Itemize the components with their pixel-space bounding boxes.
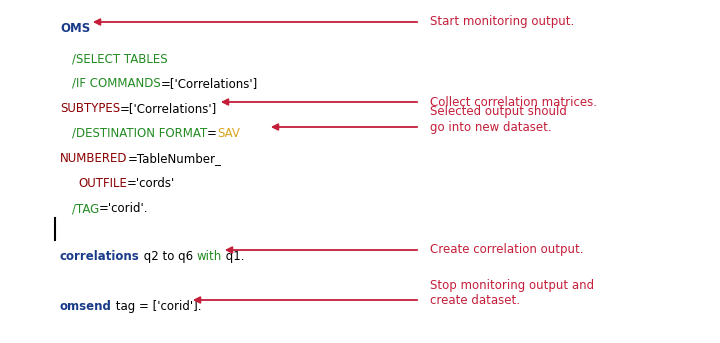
Text: OUTFILE: OUTFILE	[78, 177, 127, 190]
Text: /SELECT TABLES: /SELECT TABLES	[72, 52, 168, 65]
Text: /TAG: /TAG	[72, 202, 99, 215]
Text: =['Correlations']: =['Correlations']	[120, 102, 217, 115]
Text: correlations: correlations	[60, 250, 140, 263]
Text: Create correlation output.: Create correlation output.	[430, 244, 583, 257]
Text: NUMBERED: NUMBERED	[60, 152, 127, 165]
Text: =TableNumber_: =TableNumber_	[127, 152, 221, 165]
Text: =['Correlations']: =['Correlations']	[161, 77, 258, 90]
Text: Selected output should
go into new dataset.: Selected output should go into new datas…	[430, 106, 567, 134]
Text: Start monitoring output.: Start monitoring output.	[430, 15, 575, 28]
Text: q1.: q1.	[222, 250, 244, 263]
Text: OMS: OMS	[60, 22, 90, 35]
Text: /IF COMMANDS: /IF COMMANDS	[72, 77, 161, 90]
Text: Stop monitoring output and
create dataset.: Stop monitoring output and create datase…	[430, 279, 594, 308]
Text: omsend: omsend	[60, 300, 112, 313]
Text: with: with	[197, 250, 222, 263]
Text: q2 to q6: q2 to q6	[140, 250, 197, 263]
Text: SUBTYPES: SUBTYPES	[60, 102, 120, 115]
Text: Collect correlation matrices.: Collect correlation matrices.	[430, 95, 597, 108]
Text: ='cords': ='cords'	[127, 177, 175, 190]
Text: ='corid'.: ='corid'.	[99, 202, 149, 215]
Text: =: =	[207, 127, 217, 140]
Text: /DESTINATION FORMAT: /DESTINATION FORMAT	[72, 127, 207, 140]
Text: tag = ['corid'].: tag = ['corid'].	[112, 300, 202, 313]
Text: SAV: SAV	[217, 127, 240, 140]
